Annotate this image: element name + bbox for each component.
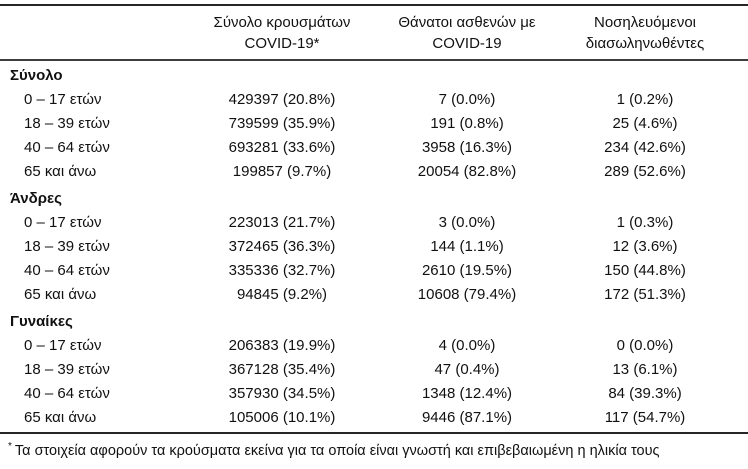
- table-row: 0 – 17 ετών 206383 (19.9%) 4 (0.0%) 0 (0.0%…: [0, 334, 748, 358]
- intubated-cell: 289 (52.6%): [604, 163, 686, 180]
- intubated-cell: 234 (42.6%): [604, 139, 686, 156]
- cases-cell: 429397 (20.8%): [228, 91, 336, 108]
- header-row: Σύνολο κρουσμάτων COVID-19* Θάνατοι ασθε…: [0, 5, 748, 61]
- group-label: Άνδρες: [10, 190, 62, 207]
- table-row: 65 και άνω 199857 (9.7%) 20054 (82.8%) 289 …: [0, 160, 748, 184]
- intubated-cell: 12 (3.6%): [612, 238, 678, 255]
- table-row: 65 και άνω 105006 (10.1%) 9446 (87.1%) 117 …: [0, 406, 748, 430]
- footnote-asterisk: *: [8, 441, 12, 452]
- column-header-empty: [0, 5, 172, 61]
- cases-cell: 223013 (21.7%): [228, 214, 336, 231]
- deaths-cell: 9446 (87.1%): [421, 409, 513, 426]
- age-label: 0 – 17 ετών: [24, 337, 102, 354]
- deaths-cell: 3958 (16.3%): [421, 139, 513, 156]
- column-header-deaths: Θάνατοι ασθενών με COVID-19: [392, 5, 542, 61]
- cases-cell: 372465 (36.3%): [228, 238, 336, 255]
- deaths-cell: 191 (0.8%): [430, 115, 504, 132]
- column-header-line: διασωληνωθέντες: [585, 35, 705, 52]
- table-row: 18 – 39 ετών 367128 (35.4%) 47 (0.4%) 13 (6…: [0, 358, 748, 382]
- column-header-line: Νοσηλευόμενοι: [593, 14, 696, 31]
- footnote: * Τα στοιχεία αφορούν τα κρούσματα εκείνα…: [0, 432, 748, 461]
- deaths-cell: 10608 (79.4%): [417, 286, 517, 303]
- age-label: 65 και άνω: [24, 286, 97, 303]
- age-label: 40 – 64 ετών: [24, 385, 110, 402]
- cases-cell: 94845 (9.2%): [236, 286, 328, 303]
- intubated-cell: 150 (44.8%): [604, 262, 686, 279]
- table-row: 40 – 64 ετών 693281 (33.6%) 3958 (16.3%) 23…: [0, 136, 748, 160]
- table-row: 65 και άνω 94845 (9.2%) 10608 (79.4%) 172 (…: [0, 283, 748, 307]
- table-row: 0 – 17 ετών 223013 (21.7%) 3 (0.0%) 1 (0.3%…: [0, 211, 748, 235]
- age-label: 18 – 39 ετών: [24, 115, 110, 132]
- group-row: Σύνολο: [0, 60, 748, 88]
- table-row: 18 – 39 ετών 739599 (35.9%) 191 (0.8%) 25 (…: [0, 112, 748, 136]
- age-label: 18 – 39 ετών: [24, 238, 110, 255]
- group-label: Γυναίκες: [10, 313, 73, 330]
- deaths-cell: 47 (0.4%): [434, 361, 500, 378]
- column-header-intubated: Νοσηλευόμενοι διασωληνωθέντες: [542, 5, 748, 61]
- column-header-line: Σύνολο κρουσμάτων: [213, 14, 351, 31]
- intubated-cell: 1 (0.2%): [616, 91, 674, 108]
- cases-cell: 199857 (9.7%): [232, 163, 332, 180]
- deaths-cell: 4 (0.0%): [438, 337, 496, 354]
- table-header: Σύνολο κρουσμάτων COVID-19* Θάνατοι ασθε…: [0, 5, 748, 61]
- deaths-cell: 7 (0.0%): [438, 91, 496, 108]
- intubated-cell: 84 (39.3%): [608, 385, 682, 402]
- column-header-line: COVID-19: [432, 35, 502, 52]
- cases-cell: 335336 (32.7%): [228, 262, 336, 279]
- footnote-text: Τα στοιχεία αφορούν τα κρούσματα εκείνα …: [14, 442, 660, 459]
- intubated-cell: 1 (0.3%): [616, 214, 674, 231]
- group-row: Γυναίκες: [0, 307, 748, 334]
- table-row: 40 – 64 ετών 357930 (34.5%) 1348 (12.4%) 84…: [0, 382, 748, 406]
- deaths-cell: 144 (1.1%): [430, 238, 504, 255]
- intubated-cell: 172 (51.3%): [604, 286, 686, 303]
- table-row: 18 – 39 ετών 372465 (36.3%) 144 (1.1%) 12 (…: [0, 235, 748, 259]
- column-header-total-cases: Σύνολο κρουσμάτων COVID-19*: [172, 5, 392, 61]
- age-label: 40 – 64 ετών: [24, 262, 110, 279]
- column-header-line: COVID-19*: [244, 35, 320, 52]
- cases-cell: 206383 (19.9%): [228, 337, 336, 354]
- cases-cell: 367128 (35.4%): [228, 361, 336, 378]
- group-label: Σύνολο: [10, 67, 63, 84]
- deaths-cell: 1348 (12.4%): [421, 385, 513, 402]
- age-label: 0 – 17 ετών: [24, 91, 102, 108]
- cases-cell: 739599 (35.9%): [228, 115, 336, 132]
- intubated-cell: 13 (6.1%): [612, 361, 678, 378]
- column-header-line: Θάνατοι ασθενών με: [398, 14, 536, 31]
- age-label: 0 – 17 ετών: [24, 214, 102, 231]
- deaths-cell: 20054 (82.8%): [417, 163, 517, 180]
- covid-age-sex-table: Σύνολο κρουσμάτων COVID-19* Θάνατοι ασθε…: [0, 4, 748, 430]
- cases-cell: 105006 (10.1%): [228, 409, 336, 426]
- intubated-cell: 25 (4.6%): [612, 115, 678, 132]
- age-label: 65 και άνω: [24, 163, 97, 180]
- intubated-cell: 117 (54.7%): [604, 409, 686, 426]
- intubated-cell: 0 (0.0%): [616, 337, 674, 354]
- group-row: Άνδρες: [0, 184, 748, 211]
- table-body: Σύνολο 0 – 17 ετών 429397 (20.8%) 7 (0.0%) 1…: [0, 60, 748, 430]
- table-row: 40 – 64 ετών 335336 (32.7%) 2610 (19.5%) 15…: [0, 259, 748, 283]
- age-label: 65 και άνω: [24, 409, 97, 426]
- age-label: 40 – 64 ετών: [24, 139, 110, 156]
- deaths-cell: 2610 (19.5%): [421, 262, 513, 279]
- age-label: 18 – 39 ετών: [24, 361, 110, 378]
- cases-cell: 693281 (33.6%): [228, 139, 336, 156]
- cases-cell: 357930 (34.5%): [228, 385, 336, 402]
- table-row: 0 – 17 ετών 429397 (20.8%) 7 (0.0%) 1 (0.2%…: [0, 88, 748, 112]
- deaths-cell: 3 (0.0%): [438, 214, 496, 231]
